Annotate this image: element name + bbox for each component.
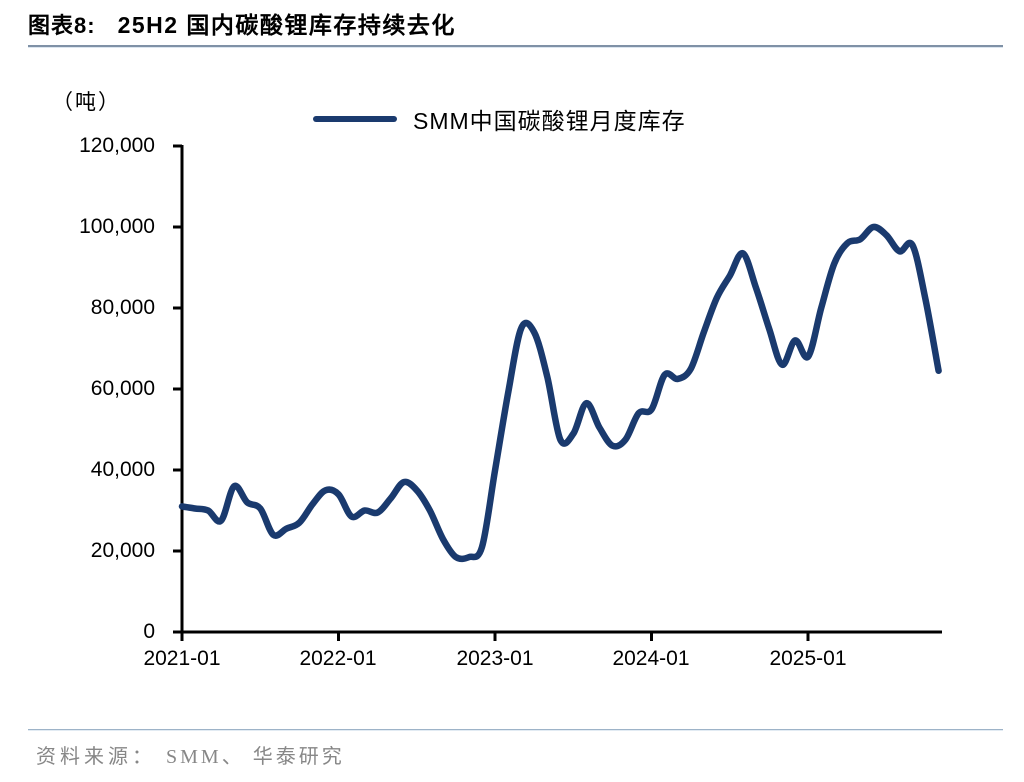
y-tick-label: 60,000: [90, 377, 155, 400]
y-tick-label: 20,000: [90, 539, 155, 562]
y-tick-label: 100,000: [79, 215, 155, 238]
series-line-smm-inventory: [178, 223, 942, 563]
x-tick-label: 2022-01: [299, 647, 377, 670]
legend-label: SMM中国碳酸锂月度库存: [413, 108, 686, 134]
figure-number-label: 图表8:: [28, 13, 96, 38]
footer-divider: [28, 729, 1003, 731]
y-tick-label: 120,000: [79, 134, 155, 157]
y-tick-label: 80,000: [90, 296, 155, 319]
page-title: 图表8: 25H2 国内碳酸锂库存持续去化: [28, 6, 456, 40]
title-divider: [28, 45, 1003, 48]
x-tick-label: 2021-01: [143, 647, 221, 670]
x-tick-label: 2025-01: [769, 647, 847, 670]
y-axis-ticks: [173, 144, 182, 553]
x-tick-label: 2023-01: [456, 647, 534, 670]
y-tick-label: 40,000: [90, 458, 155, 481]
figure-title: 25H2 国内碳酸锂库存持续去化: [117, 12, 456, 38]
y-tick-label: 0: [143, 620, 155, 643]
x-axis-ticks: [180, 632, 810, 641]
source-value: SMM、 华泰研究: [166, 746, 345, 768]
line-chart: [173, 144, 942, 641]
x-tick-label: 2024-01: [612, 647, 690, 670]
source-label: 资料来源：: [36, 746, 156, 768]
legend: SMM中国碳酸锂月度库存: [313, 102, 686, 136]
y-axis-unit-label: （吨）: [52, 91, 121, 114]
source-note: 资料来源： SMM、 华泰研究: [36, 740, 345, 769]
legend-line-swatch: [313, 116, 397, 122]
